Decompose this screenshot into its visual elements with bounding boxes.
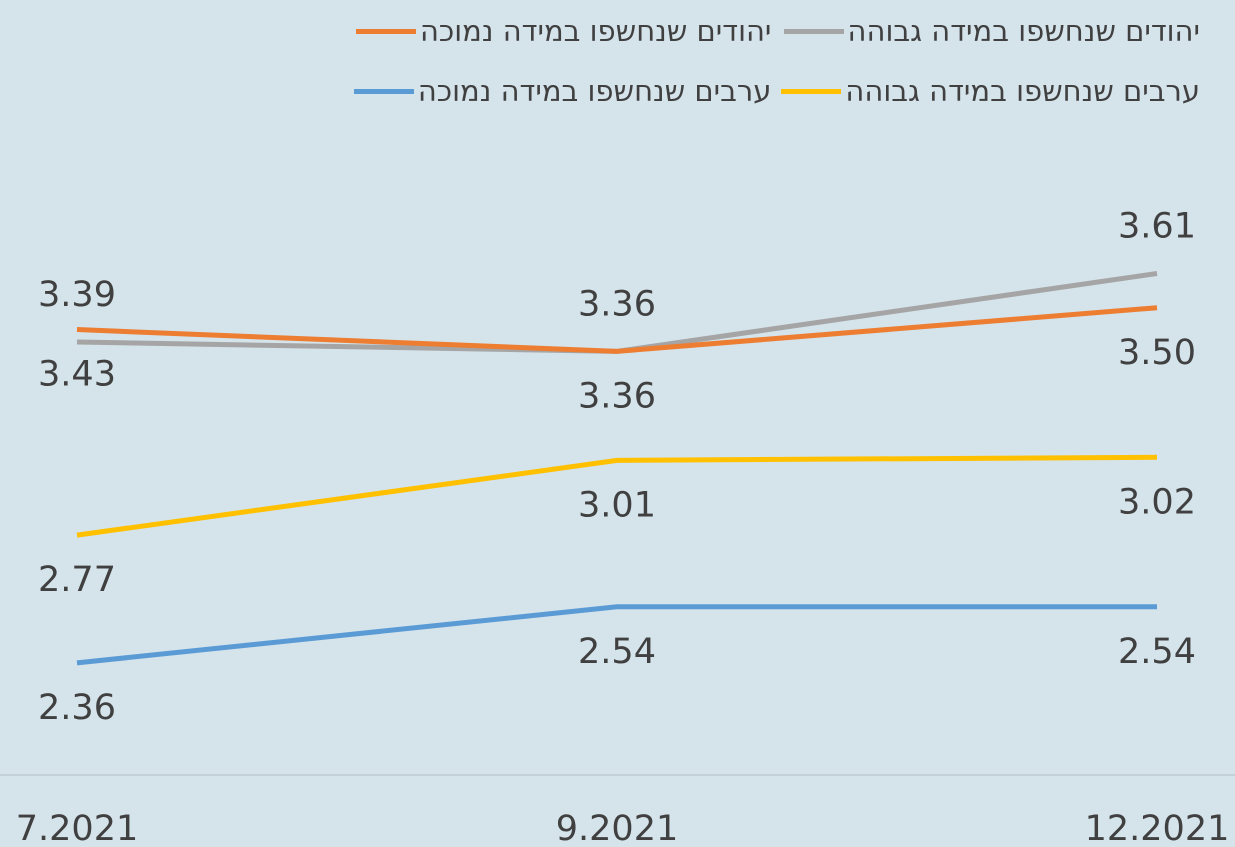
data-label: 2.54	[578, 632, 656, 672]
x-tick-label: 9.2021	[556, 809, 678, 847]
line	[76, 604, 1157, 666]
legend-swatch	[781, 88, 842, 94]
data-label: 2.77	[38, 560, 116, 600]
data-label: 2.54	[1118, 632, 1196, 672]
x-tick-label: 7.2021	[16, 809, 138, 847]
data-label: 3.01	[578, 485, 656, 525]
legend-swatch	[353, 88, 414, 94]
data-label: 3.61	[1118, 206, 1196, 246]
data-label: 3.36	[578, 376, 656, 416]
legend-label: ערבים שנחשפו במידה נמוכה	[417, 74, 772, 108]
data-label: 3.43	[38, 355, 116, 395]
legend-item: ערבים שנחשפו במידה נמוכה	[353, 68, 772, 114]
legend-item: יהודים שנחשפו במידה גבוהה	[781, 8, 1200, 54]
legend-item: יהודים שנחשפו במידה נמוכה	[354, 8, 772, 54]
legend-item: ערבים שנחשפו במידה גבוהה	[781, 68, 1200, 114]
legend-label: ערבים שנחשפו במידה גבוהה	[845, 74, 1200, 108]
line	[76, 305, 1158, 354]
legend-label: יהודים שנחשפו במידה גבוהה	[847, 14, 1200, 48]
data-label: 3.02	[1118, 482, 1196, 522]
legend-swatch	[355, 28, 416, 34]
line	[76, 454, 1158, 538]
data-label: 3.50	[1118, 333, 1196, 373]
data-label: 3.36	[578, 284, 656, 324]
legend-swatch	[783, 28, 844, 34]
legend-label: יהודים שנחשפו במידה נמוכה	[419, 14, 772, 48]
x-tick-label: 12.2021	[1085, 809, 1230, 847]
data-label: 3.39	[38, 275, 116, 315]
legend: יהודים שנחשפו במידה גבוהה יהודים שנחשפו ב…	[40, 8, 1200, 114]
data-label: 2.36	[38, 688, 116, 728]
